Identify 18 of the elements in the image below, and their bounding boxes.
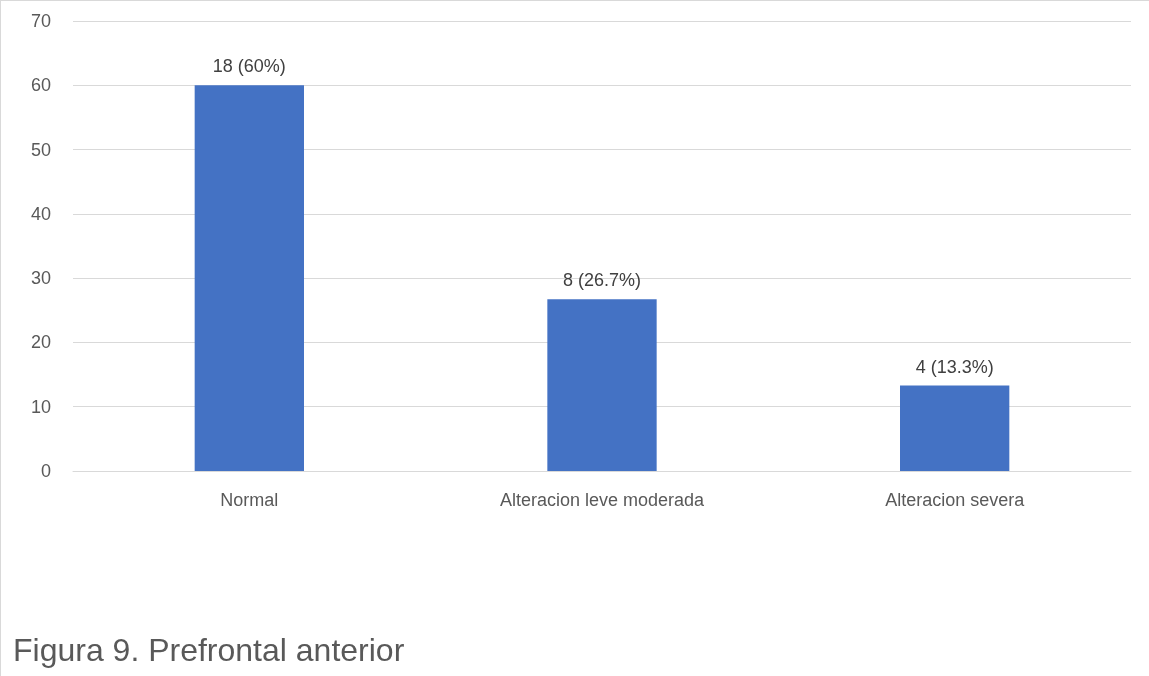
y-tick-label: 10 (30, 396, 51, 417)
x-tick-label: Alteracion leve moderada (499, 490, 706, 510)
text: Figura 9. Prefrontal anterior (13, 632, 405, 668)
bar (194, 85, 304, 471)
y-tick-label: 0 (40, 461, 51, 481)
data-label: 4 (13.3%) (915, 356, 994, 377)
data-label: 8 (26.7%) (562, 270, 642, 291)
y-tick-label: 40 (30, 203, 51, 224)
y-tick-label: 20 (30, 332, 51, 353)
bar (900, 385, 1010, 471)
y-tick-label: 70 (30, 11, 51, 31)
y-tick-label: 60 (30, 75, 51, 96)
y-tick-label: 30 (30, 268, 51, 289)
x-tick-label: Alteracion severa (885, 490, 1026, 510)
data-label: 18 (60%) (212, 56, 286, 77)
y-tick-label: 50 (30, 139, 51, 160)
bar (547, 299, 657, 471)
x-tick-label: Normal (220, 490, 279, 510)
